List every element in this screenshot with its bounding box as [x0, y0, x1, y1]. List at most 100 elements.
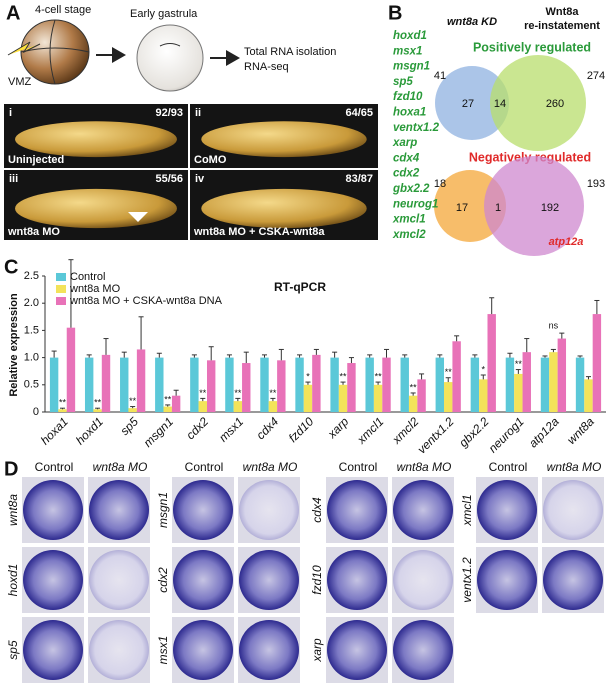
gene-label: cdx4 — [310, 497, 324, 523]
gene: fzd10 — [393, 91, 423, 103]
arrowhead — [128, 212, 148, 222]
embryo — [201, 121, 367, 158]
output-label: RNA-seq — [244, 61, 289, 73]
gene-label: cdx2 — [156, 567, 170, 593]
venn-count: 1 — [495, 202, 501, 214]
venn-title: Positively regulated — [473, 40, 591, 54]
gene: gbx2.2 — [392, 183, 430, 195]
gene: hoxa1 — [393, 107, 426, 119]
bar — [557, 338, 567, 412]
y-tick-label: 1.5 — [24, 324, 39, 336]
significance: * — [306, 371, 310, 381]
bar — [233, 401, 243, 412]
bar — [373, 384, 383, 412]
bar — [303, 384, 313, 412]
bar — [330, 357, 339, 412]
embryo — [173, 620, 233, 680]
bar — [584, 379, 593, 412]
legend-label: wnt8a MO — [69, 283, 121, 295]
bar — [49, 357, 59, 412]
legend-swatch — [56, 297, 66, 305]
column-header: wnt8a MO — [93, 460, 148, 474]
embryo — [239, 480, 299, 540]
embryo — [239, 550, 299, 610]
venn-circle — [490, 55, 586, 151]
x-tick-label: sp5 — [117, 414, 141, 438]
y-tick-label: 2.0 — [24, 297, 39, 309]
bar — [198, 401, 207, 412]
bar — [522, 352, 531, 412]
venn-count: 18 — [434, 178, 446, 190]
panel-label: C — [4, 256, 18, 278]
bar — [549, 352, 558, 412]
kd-label: wnt8a KD — [447, 16, 497, 28]
bar — [163, 406, 172, 412]
photo-count: 55/56 — [155, 173, 183, 185]
gene: xmcl1 — [392, 214, 426, 226]
significance: ** — [515, 359, 523, 369]
venn-circle — [484, 156, 584, 256]
column-header: wnt8a MO — [243, 460, 298, 474]
bar — [487, 314, 496, 412]
embryo — [89, 550, 149, 610]
y-tick-label: 1.0 — [24, 352, 39, 364]
bar — [155, 357, 164, 412]
venn-count: 192 — [541, 202, 559, 214]
photo-caption: CoMO — [194, 154, 227, 166]
gene: xmcl2 — [392, 229, 426, 241]
gene: neurog1 — [393, 198, 438, 210]
photo-count: 83/87 — [345, 173, 373, 185]
gene-label: fzd10 — [310, 565, 324, 595]
bar — [128, 408, 137, 412]
column-header: Control — [489, 460, 528, 474]
rescue-label: Wnt8a — [546, 6, 580, 18]
bar — [268, 401, 278, 412]
x-tick-label: fzd10 — [286, 414, 317, 445]
panel-label: A — [6, 2, 20, 24]
bar — [514, 373, 523, 412]
embryo — [327, 480, 387, 540]
legend-swatch — [56, 285, 66, 293]
gene-label: xarp — [310, 638, 324, 663]
x-tick-label: atp12a — [526, 414, 562, 450]
gene: hoxd1 — [393, 30, 427, 42]
panel-label: B — [388, 2, 402, 24]
bar — [277, 360, 286, 412]
embryo — [15, 121, 177, 158]
bar — [242, 363, 251, 412]
embryo — [15, 188, 177, 229]
x-tick-label: xmcl2 — [389, 414, 422, 447]
x-tick-label: ventx1.2 — [415, 414, 457, 456]
x-tick-label: cdx2 — [183, 414, 211, 442]
legend-label: wnt8a MO + CSKA-wnt8a DNA — [69, 295, 223, 307]
bar — [58, 409, 67, 412]
gene-label: sp5 — [6, 640, 20, 660]
bar — [84, 357, 94, 412]
y-axis-label: Relative expression — [8, 293, 20, 397]
x-tick-label: xarp — [324, 414, 351, 441]
x-tick-label: cdx4 — [253, 414, 281, 442]
embryo — [23, 550, 83, 610]
bar — [120, 357, 129, 412]
photo-count: 92/93 — [155, 107, 183, 119]
significance: ** — [234, 388, 242, 398]
embryo — [173, 550, 233, 610]
y-tick-label: 0 — [33, 406, 39, 418]
bar — [435, 357, 445, 412]
bar — [347, 363, 356, 412]
bar — [260, 357, 269, 412]
significance: ** — [375, 371, 383, 381]
significance: ** — [59, 398, 67, 408]
x-tick-label: hoxa1 — [38, 414, 71, 447]
panel-label: D — [4, 458, 18, 480]
venn-count: 14 — [494, 98, 506, 110]
bar — [444, 382, 453, 412]
significance: ** — [164, 394, 172, 404]
embryo — [393, 480, 453, 540]
gene: sp5 — [393, 76, 413, 88]
bar — [592, 314, 602, 412]
x-tick-label: neurog1 — [486, 414, 527, 455]
bar — [540, 357, 550, 412]
bar — [408, 395, 418, 412]
